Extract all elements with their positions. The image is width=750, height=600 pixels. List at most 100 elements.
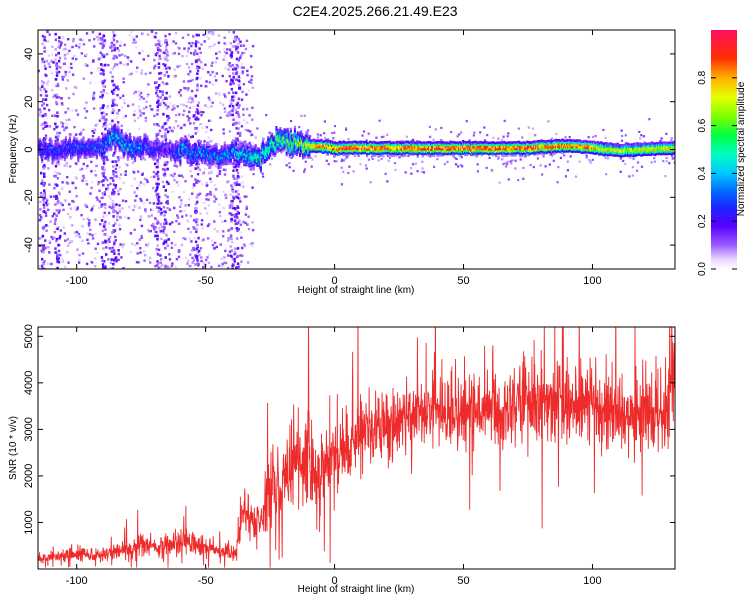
spectrogram-noise-cell	[217, 41, 221, 44]
spectrogram-noise-cell	[42, 102, 46, 105]
spectrogram-cell	[67, 152, 71, 155]
spectrogram-noise-cell	[42, 250, 45, 254]
spectrogram-noise-cell	[163, 214, 166, 217]
spectrogram-noise-cell	[102, 162, 106, 165]
spectrogram-noise-cell	[410, 172, 413, 175]
spectrogram-cell	[48, 151, 51, 154]
spectrogram-cell	[131, 155, 135, 159]
spectrogram-cell	[176, 149, 179, 153]
spectrogram-noise-cell	[64, 111, 67, 114]
spectrogram-cell	[146, 135, 149, 138]
spectrogram-noise-cell	[156, 192, 160, 196]
spectrogram-noise-cell	[640, 134, 643, 137]
spectrogram-noise-cell	[174, 265, 177, 269]
spectrogram-noise-cell	[213, 227, 216, 231]
spectrogram-noise-cell	[154, 226, 157, 229]
spectrogram-noise-cell	[131, 161, 135, 164]
spectrogram-noise-cell	[159, 223, 162, 226]
spectrogram-noise-cell	[47, 62, 51, 65]
spectrogram-noise-cell	[208, 171, 211, 175]
spectrogram-noise-cell	[93, 257, 97, 260]
spectrogram-noise-cell	[236, 254, 240, 258]
spectrogram-noise-cell	[179, 94, 183, 97]
spectrogram-noise-cell	[61, 181, 64, 184]
spectrogram-noise-cell	[156, 113, 159, 116]
spectrogram-noise-cell	[201, 126, 204, 130]
spectrogram-noise-cell	[164, 219, 168, 223]
spectrogram-noise-cell	[39, 191, 43, 195]
spectrogram-cell	[192, 148, 195, 151]
spectrogram-cell	[42, 146, 45, 149]
spectrogram-noise-cell	[251, 86, 254, 89]
spectrogram-noise-cell	[152, 222, 155, 226]
spectrogram-noise-cell	[509, 160, 512, 163]
spectrogram-cell	[251, 145, 254, 148]
spectrogram-noise-cell	[670, 139, 673, 142]
spectrogram-noise-cell	[159, 254, 162, 257]
spectrogram-noise-cell	[100, 219, 104, 222]
spectrogram-noise-cell	[92, 97, 95, 101]
spectrogram-cell	[143, 146, 146, 149]
spectrogram-noise-cell	[105, 158, 109, 161]
spectrogram-noise-cell	[59, 235, 62, 238]
spectrogram-noise-cell	[100, 38, 103, 41]
spectrogram-noise-cell	[232, 75, 235, 79]
spectrogram-noise-cell	[39, 249, 43, 252]
spectrogram-noise-cell	[112, 183, 116, 186]
spectrogram-noise-cell	[56, 177, 60, 180]
spectrogram-noise-cell	[245, 39, 249, 42]
spectrogram-noise-cell	[137, 170, 140, 173]
spectrogram-noise-cell	[429, 135, 432, 138]
spectrogram-cell	[308, 151, 311, 155]
spectrogram-noise-cell	[242, 119, 246, 122]
spectrogram-noise-cell	[71, 73, 75, 76]
spectrogram-noise-cell	[131, 36, 134, 39]
spectrogram-cell	[113, 130, 116, 133]
spectrogram-noise-cell	[138, 94, 142, 97]
spectrogram-noise-cell	[43, 46, 46, 50]
spectrogram-cell	[121, 133, 124, 136]
spectrogram-noise-cell	[43, 210, 46, 213]
spectrogram-cell	[78, 149, 81, 152]
spectrogram-noise-cell	[155, 188, 159, 191]
spectrogram-noise-cell	[194, 254, 197, 257]
spectrogram-cell	[130, 157, 133, 160]
spectrogram-noise-cell	[64, 199, 67, 202]
spectrogram-noise-cell	[221, 74, 224, 78]
spectrogram-cell	[142, 157, 145, 160]
spectrogram-noise-cell	[261, 172, 264, 175]
spectrogram-noise-cell	[47, 246, 50, 249]
spectrogram-noise-cell	[227, 91, 231, 95]
spectrogram-noise-cell	[48, 33, 51, 36]
spectrogram-noise-cell	[325, 159, 328, 162]
spectrogram-cell	[44, 139, 47, 143]
spectrogram-noise-cell	[102, 91, 105, 94]
spectrogram-noise-cell	[111, 79, 114, 83]
spectrogram-noise-cell	[166, 202, 170, 205]
spectrogram-noise-cell	[41, 57, 44, 61]
spectrogram-cell	[209, 159, 212, 163]
spectrogram-noise-cell	[55, 96, 58, 99]
spectrogram-cell	[219, 166, 222, 169]
spectrogram-noise-cell	[147, 242, 150, 245]
spectrogram-noise-cell	[340, 159, 343, 163]
spectrogram-noise-cell	[552, 159, 555, 162]
spectrogram-noise-cell	[238, 87, 242, 90]
spectrogram-noise-cell	[103, 168, 106, 172]
spectrogram-noise-cell	[211, 70, 214, 74]
spectrogram-noise-cell	[119, 63, 123, 66]
spectrogram-noise-cell	[43, 191, 46, 195]
spectrogram-noise-cell	[140, 69, 144, 72]
spectrogram-noise-cell	[235, 35, 239, 39]
spectrogram-noise-cell	[104, 39, 108, 43]
spectrogram-cell	[250, 164, 253, 167]
spectrogram-noise-cell	[154, 217, 157, 220]
spectrogram-noise-cell	[191, 41, 194, 45]
spectrogram-cell	[127, 153, 130, 156]
spectrogram-noise-cell	[73, 231, 76, 234]
spectrogram-noise-cell	[126, 56, 129, 59]
spectrogram-noise-cell	[224, 219, 227, 223]
spectrogram-noise-cell	[196, 65, 199, 69]
spectrogram-cell	[164, 142, 168, 145]
spectrogram-cell	[156, 138, 159, 141]
